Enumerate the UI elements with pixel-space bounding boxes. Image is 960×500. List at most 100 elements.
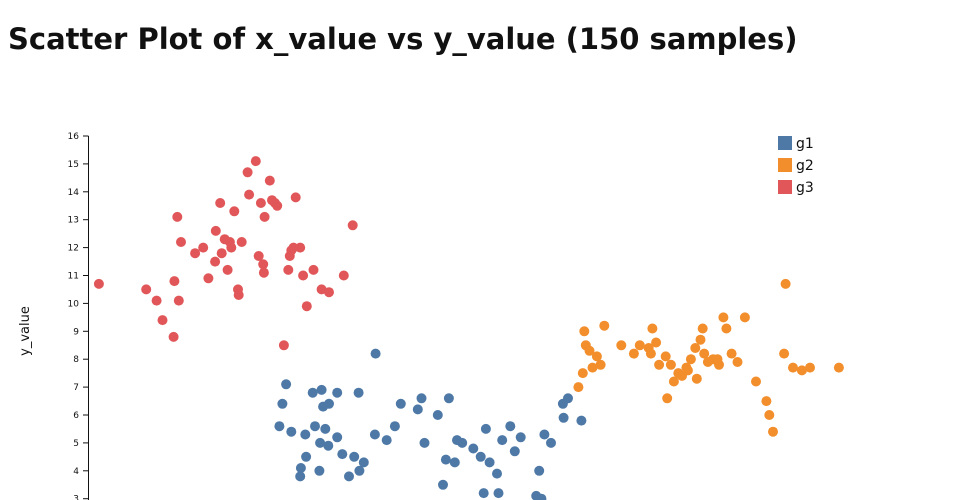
point-g3 bbox=[93, 278, 104, 289]
point-g2 bbox=[702, 357, 713, 367]
point-g2 bbox=[685, 354, 696, 365]
y-axis: 3 4 5 6 7 8 9 10 11 12 13 14 15 16 bbox=[68, 132, 89, 500]
point-g1 bbox=[557, 398, 568, 409]
point-g1 bbox=[370, 348, 381, 359]
point-g1 bbox=[349, 451, 360, 462]
point-g1 bbox=[316, 384, 327, 395]
point-g2 bbox=[660, 351, 671, 362]
point-g1 bbox=[281, 379, 292, 390]
point-g1 bbox=[480, 423, 491, 434]
point-g1 bbox=[301, 451, 312, 462]
point-g3 bbox=[253, 251, 264, 261]
point-g3 bbox=[255, 198, 266, 208]
point-g1 bbox=[307, 387, 318, 398]
y-tick-label: 11 bbox=[68, 272, 79, 282]
point-g1 bbox=[395, 398, 406, 409]
point-g1 bbox=[449, 457, 460, 468]
point-g2 bbox=[628, 348, 639, 359]
y-tick-label: 5 bbox=[73, 439, 79, 449]
point-g1 bbox=[457, 437, 468, 448]
point-g1 bbox=[344, 471, 354, 482]
point-g3 bbox=[190, 248, 201, 259]
point-g1 bbox=[412, 404, 423, 415]
point-g3 bbox=[301, 301, 312, 312]
point-g1 bbox=[300, 429, 311, 440]
point-g2 bbox=[579, 326, 590, 337]
point-g1 bbox=[475, 451, 486, 462]
point-g1 bbox=[509, 446, 520, 457]
point-g3 bbox=[224, 237, 235, 247]
legend-label-g2: g2 bbox=[796, 158, 814, 174]
point-g2 bbox=[764, 410, 775, 420]
point-g2 bbox=[726, 348, 737, 359]
point-g3 bbox=[222, 264, 233, 275]
point-g2 bbox=[761, 396, 772, 407]
point-g2 bbox=[662, 393, 673, 404]
point-g2 bbox=[695, 334, 706, 345]
point-g3 bbox=[169, 276, 180, 287]
point-g3 bbox=[347, 220, 358, 231]
chart-title: Scatter Plot of x_value vs y_value (150 … bbox=[8, 22, 798, 56]
point-g3 bbox=[198, 242, 209, 253]
point-g1 bbox=[369, 429, 380, 440]
point-g2 bbox=[691, 373, 702, 384]
point-g1 bbox=[438, 479, 448, 490]
point-g3 bbox=[290, 192, 301, 203]
point-g3 bbox=[338, 270, 349, 281]
point-g3 bbox=[258, 267, 269, 278]
point-g3 bbox=[272, 200, 283, 211]
point-g1 bbox=[315, 437, 326, 448]
point-g2 bbox=[587, 362, 598, 373]
points-layer bbox=[93, 156, 844, 500]
point-g1 bbox=[497, 435, 508, 446]
point-g1 bbox=[286, 426, 297, 437]
point-g1 bbox=[515, 432, 526, 443]
point-g3 bbox=[250, 156, 261, 167]
point-g3 bbox=[283, 264, 294, 275]
point-g2 bbox=[699, 348, 710, 359]
point-g2 bbox=[681, 362, 692, 373]
point-g1 bbox=[432, 410, 443, 420]
legend-label-g1: g1 bbox=[796, 136, 814, 152]
point-g1 bbox=[493, 488, 504, 499]
point-g3 bbox=[229, 206, 240, 217]
legend: g1 g2 g3 bbox=[778, 136, 814, 196]
point-g2 bbox=[665, 359, 676, 370]
legend-swatch-g3 bbox=[778, 180, 792, 194]
point-g3 bbox=[210, 225, 221, 236]
y-tick-label: 3 bbox=[73, 495, 79, 500]
point-g1 bbox=[318, 401, 329, 412]
point-g1 bbox=[389, 421, 400, 432]
point-g2 bbox=[788, 362, 798, 373]
legend-swatch-g1 bbox=[778, 136, 792, 150]
y-tick-label: 9 bbox=[73, 327, 79, 337]
point-g3 bbox=[157, 315, 168, 326]
point-g3 bbox=[298, 270, 309, 281]
point-g1 bbox=[546, 437, 556, 448]
point-g1 bbox=[320, 423, 331, 434]
point-g1 bbox=[381, 435, 392, 446]
point-g3 bbox=[259, 211, 270, 222]
point-g1 bbox=[332, 387, 343, 398]
point-g1 bbox=[354, 465, 365, 476]
point-g2 bbox=[805, 362, 815, 373]
point-g1 bbox=[337, 449, 348, 460]
point-g2 bbox=[645, 348, 656, 359]
point-g1 bbox=[492, 468, 502, 479]
point-g2 bbox=[697, 323, 708, 334]
legend-label-g3: g3 bbox=[796, 180, 814, 196]
point-g2 bbox=[739, 312, 750, 323]
point-g1 bbox=[558, 412, 569, 423]
point-g2 bbox=[833, 362, 844, 373]
point-g1 bbox=[295, 463, 306, 473]
point-g1 bbox=[332, 432, 343, 443]
y-tick-label: 7 bbox=[73, 383, 79, 393]
y-tick-label: 15 bbox=[68, 160, 79, 170]
point-g3 bbox=[288, 242, 299, 253]
point-g2 bbox=[647, 323, 658, 334]
legend-swatch-g2 bbox=[778, 158, 792, 172]
point-g1 bbox=[310, 421, 320, 432]
point-g1 bbox=[277, 398, 288, 409]
point-g2 bbox=[634, 340, 645, 351]
point-g3 bbox=[203, 273, 214, 284]
